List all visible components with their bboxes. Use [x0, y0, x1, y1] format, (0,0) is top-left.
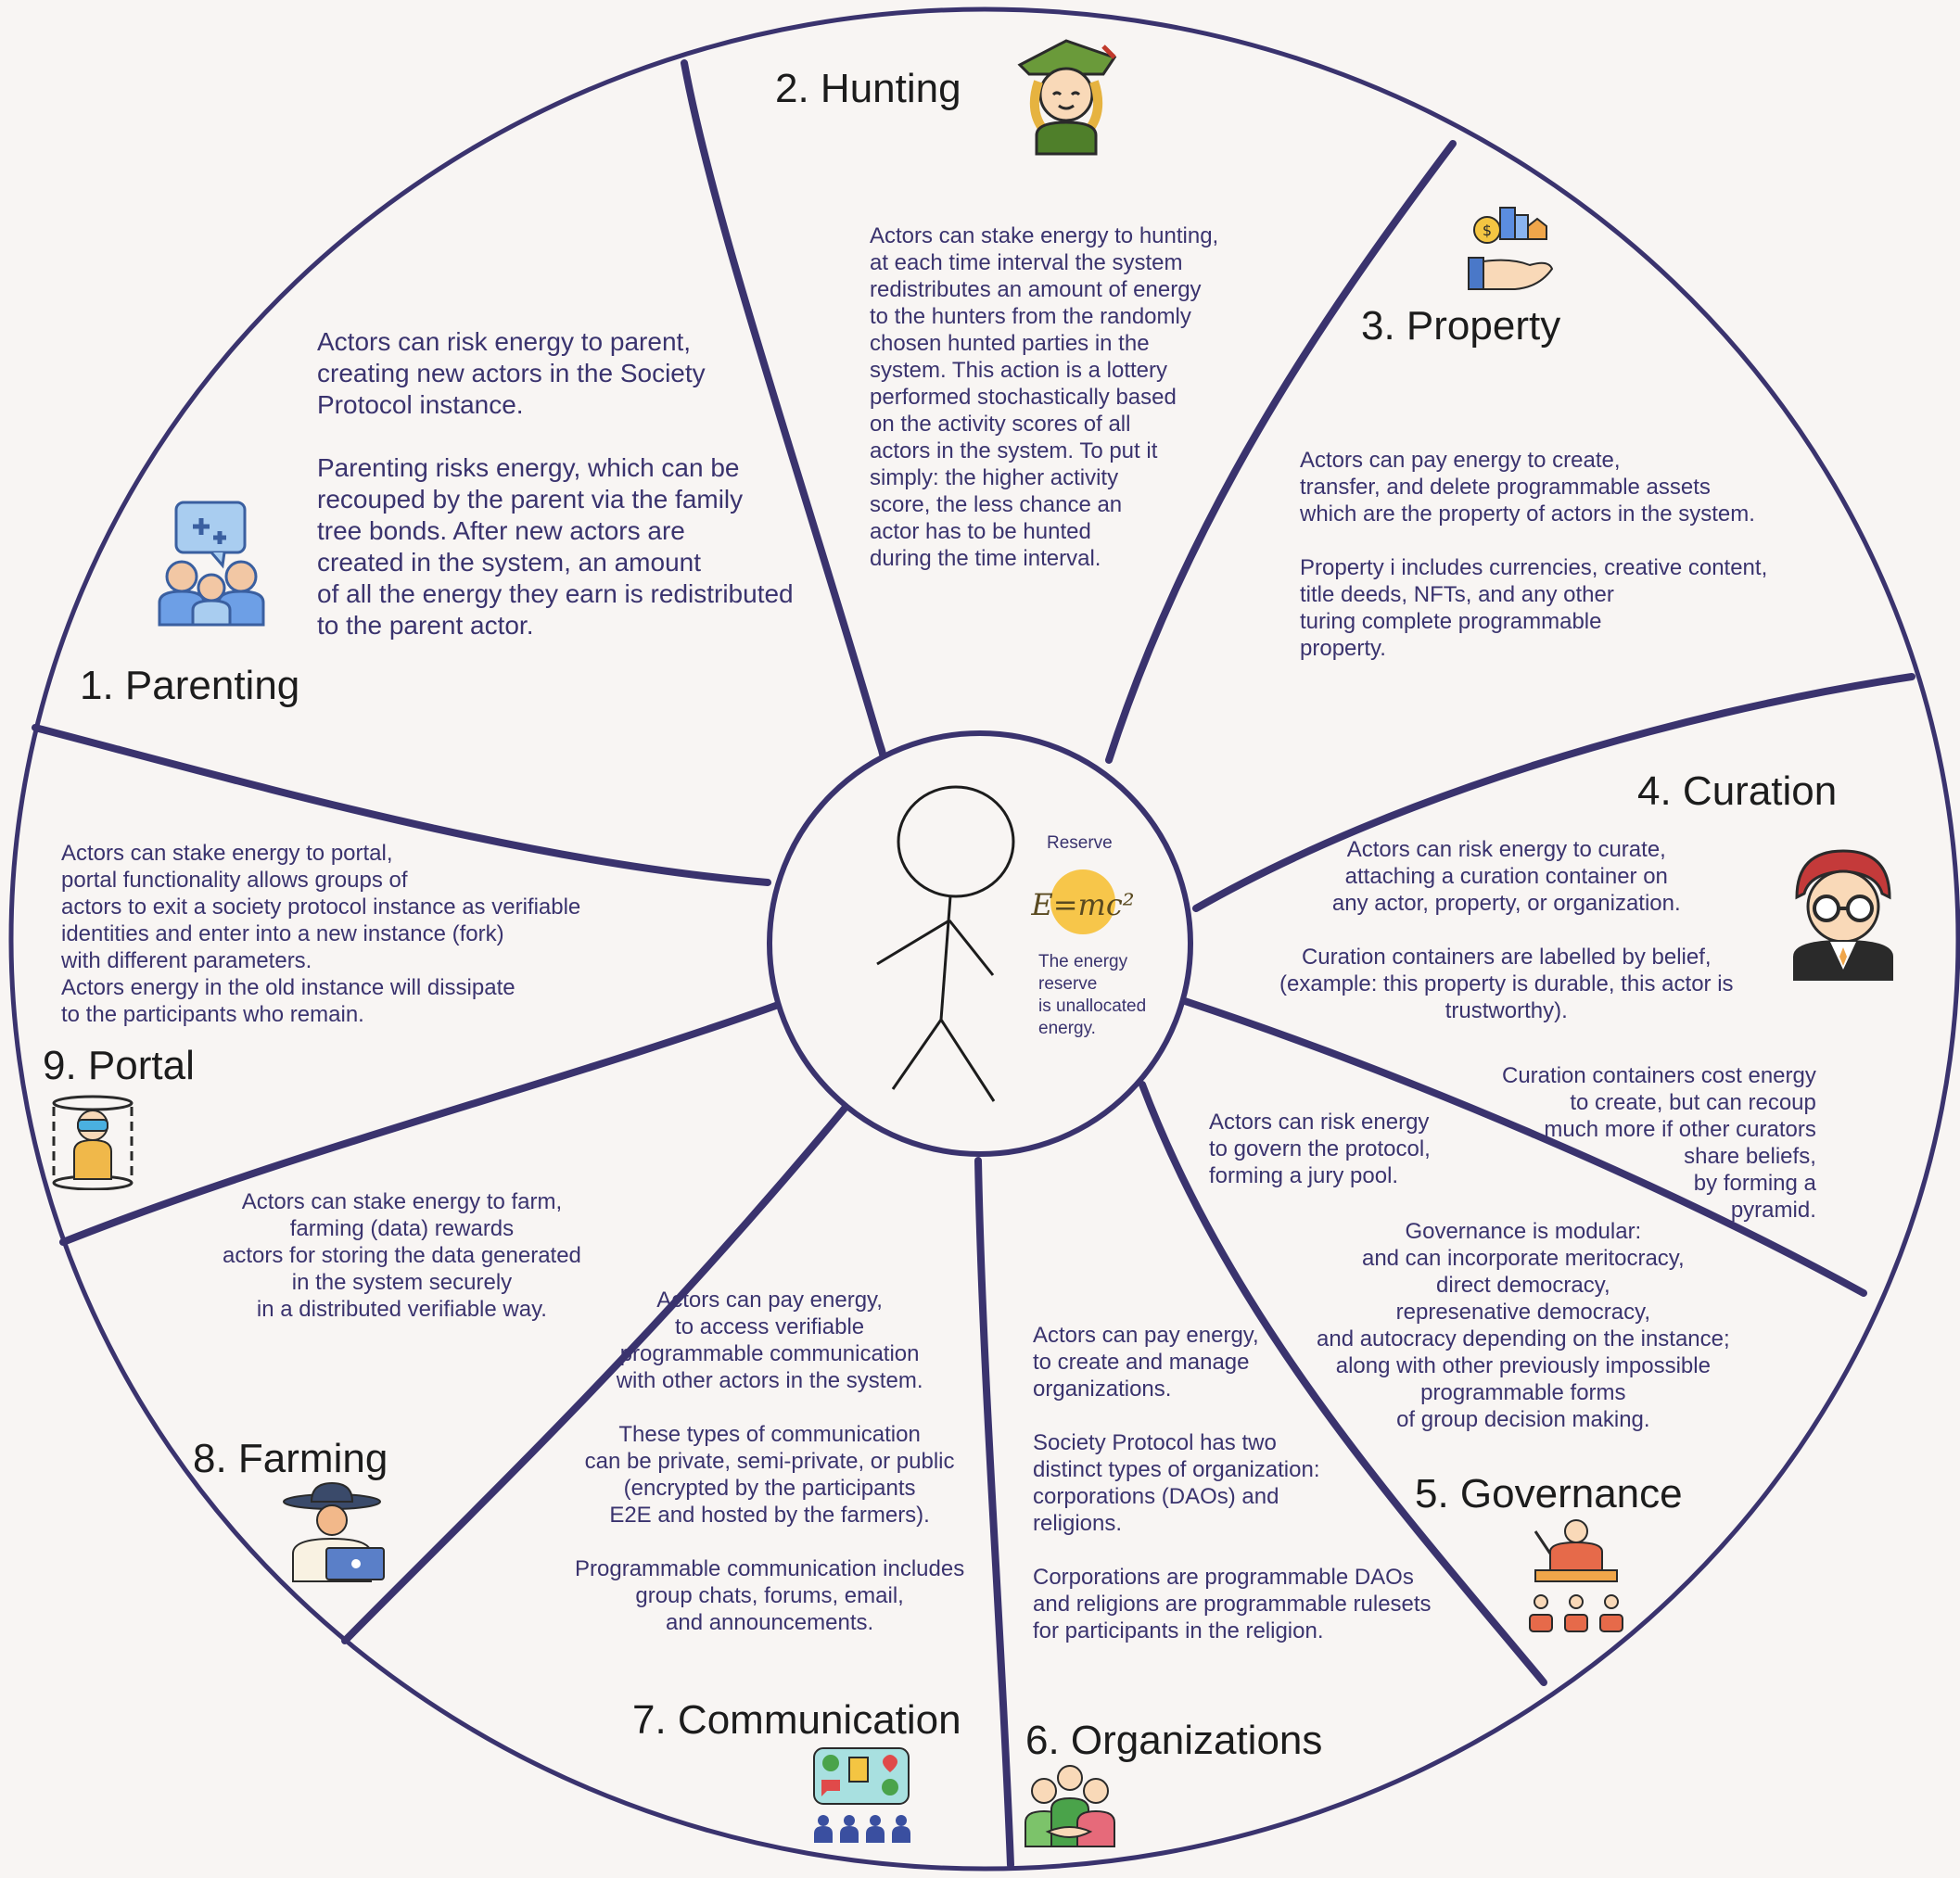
governance-text: Actors can risk energy to govern the pro…: [1209, 1110, 1431, 1188]
reserve-formula: E=mc²: [1030, 887, 1134, 922]
hunter-icon: [1017, 39, 1117, 156]
spoke-curation-governance: [1181, 997, 1867, 1297]
reserve-label: Reserve: [1047, 833, 1113, 853]
center-circle: [767, 730, 1193, 1157]
spoke-communication-farming: [341, 1101, 851, 1644]
curation-title: 4. Curation: [1637, 768, 1838, 814]
portal-title: 9. Portal: [43, 1043, 195, 1088]
curator-icon: [1793, 849, 1893, 981]
spoke-governance-organizations: [1139, 1081, 1547, 1686]
hunting-text: Actors can stake energy to hunting, at e…: [870, 223, 1219, 571]
group-handshake-icon: [1025, 1765, 1115, 1847]
stick-figure-icon: [876, 785, 1015, 1102]
spoke-organizations-communication: [974, 1157, 1014, 1869]
speaker-podium-icon: [1529, 1519, 1623, 1632]
curation-text: Actors can risk energy to curate, attach…: [1279, 837, 1734, 1023]
organizations-title: 6. Organizations: [1025, 1718, 1323, 1763]
parenting-title: 1. Parenting: [80, 663, 300, 708]
reserve-description: The energy reserve is unallocated energy…: [1038, 952, 1147, 1038]
vr-portal-icon: [52, 1095, 134, 1190]
outer-circle: [8, 6, 1960, 1872]
communication-text: Actors can pay energy, to access verifia…: [575, 1288, 965, 1635]
portal-text: Actors can stake energy to portal, porta…: [61, 841, 581, 1027]
communication-title: 7. Communication: [632, 1697, 961, 1743]
organizations-text: Actors can pay energy, to create and man…: [1033, 1323, 1432, 1643]
spoke-portal-parenting: [32, 724, 771, 886]
curation-text-2: Curation containers cost energy to creat…: [1502, 1063, 1816, 1223]
farming-title: 8. Farming: [193, 1436, 388, 1481]
property-title: 3. Property: [1361, 303, 1561, 349]
farmer-laptop-icon: [283, 1481, 385, 1582]
property-hand-icon: $: [1468, 207, 1554, 290]
spoke-farming-portal: [59, 999, 787, 1246]
chat-board-icon: [813, 1747, 910, 1843]
svg-text:$: $: [1483, 222, 1492, 239]
parenting-text: Actors can risk energy to parent, creati…: [317, 327, 794, 640]
spoke-hunting-property: [1105, 140, 1457, 764]
governance-title: 5. Governance: [1415, 1471, 1683, 1516]
family-icon: [158, 501, 265, 627]
farming-text: Actors can stake energy to farm, farming…: [223, 1189, 581, 1322]
property-text: Actors can pay energy to create, transfe…: [1300, 448, 1768, 661]
hunting-title: 2. Hunting: [775, 66, 961, 111]
spoke-property-curation: [1192, 673, 1915, 912]
reserve-badge: [1050, 869, 1115, 934]
governance-text-2: Governance is modular: and can incorpora…: [1317, 1219, 1730, 1432]
